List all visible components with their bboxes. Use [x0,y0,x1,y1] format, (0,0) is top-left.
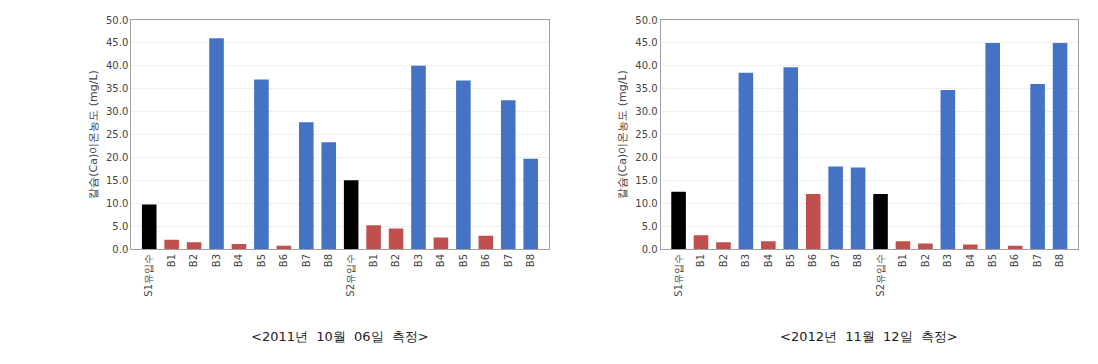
svg-text:15.0: 15.0 [106,175,128,186]
svg-text:S1유입수: S1유입수 [673,254,684,297]
svg-text:5.0: 5.0 [112,221,128,232]
svg-text:S2유입수: S2유입수 [345,254,356,297]
svg-text:B8: B8 [525,254,536,267]
svg-text:S2유입수: S2유입수 [875,254,886,297]
svg-text:15.0: 15.0 [635,175,657,186]
svg-text:B1: B1 [368,254,379,267]
svg-text:0.0: 0.0 [642,244,658,255]
svg-text:B4: B4 [965,254,976,267]
svg-text:35.0: 35.0 [106,83,128,94]
svg-text:45.0: 45.0 [635,37,657,48]
svg-text:30.0: 30.0 [106,106,128,117]
svg-text:B4: B4 [435,254,446,267]
svg-text:B2: B2 [920,254,931,267]
svg-text:50.0: 50.0 [635,15,657,26]
svg-text:40.0: 40.0 [106,60,128,71]
svg-text:B6: B6 [1009,254,1020,267]
svg-text:40.0: 40.0 [635,60,657,71]
svg-text:B8: B8 [323,254,334,267]
svg-text:B2: B2 [188,254,199,267]
svg-text:B6: B6 [807,254,818,267]
svg-text:B3: B3 [740,254,751,267]
svg-text:B2: B2 [718,254,729,267]
svg-text:칼슘(Ca)이온농도 (mg/L): 칼슘(Ca)이온농도 (mg/L) [616,70,629,199]
svg-text:0.0: 0.0 [112,244,128,255]
svg-text:B1: B1 [166,254,177,267]
svg-text:B6: B6 [480,254,491,267]
svg-text:B7: B7 [503,254,514,267]
svg-text:30.0: 30.0 [635,106,657,117]
svg-text:B3: B3 [211,254,222,267]
svg-text:B3: B3 [942,254,953,267]
svg-text:20.0: 20.0 [635,152,657,163]
svg-text:B8: B8 [852,254,863,267]
svg-text:45.0: 45.0 [106,37,128,48]
svg-text:20.0: 20.0 [106,152,128,163]
svg-text:25.0: 25.0 [635,129,657,140]
svg-text:50.0: 50.0 [106,15,128,26]
svg-text:칼슘(Ca)이온농도 (mg/L): 칼슘(Ca)이온농도 (mg/L) [87,70,100,199]
svg-text:B1: B1 [897,254,908,267]
svg-text:<2011년 10월 06일 측정>: <2011년 10월 06일 측정> [251,329,429,344]
svg-text:B6: B6 [278,254,289,267]
svg-text:B5: B5 [256,254,267,267]
svg-text:B4: B4 [763,254,774,267]
svg-text:35.0: 35.0 [635,83,657,94]
svg-text:B7: B7 [830,254,841,267]
svg-text:10.0: 10.0 [106,198,128,209]
svg-text:B5: B5 [785,254,796,267]
svg-text:B2: B2 [390,254,401,267]
svg-text:B7: B7 [301,254,312,267]
svg-text:B3: B3 [413,254,424,267]
svg-text:B1: B1 [695,254,706,267]
svg-text:10.0: 10.0 [635,198,657,209]
svg-text:25.0: 25.0 [106,129,128,140]
svg-text:<2012년 11월 12일 측정>: <2012년 11월 12일 측정> [780,329,958,344]
svg-text:B5: B5 [458,254,469,267]
svg-text:B5: B5 [987,254,998,267]
svg-text:B4: B4 [233,254,244,267]
svg-text:S1유입수: S1유입수 [143,254,154,297]
svg-text:B7: B7 [1032,254,1043,267]
svg-text:5.0: 5.0 [642,221,658,232]
svg-text:B8: B8 [1054,254,1065,267]
